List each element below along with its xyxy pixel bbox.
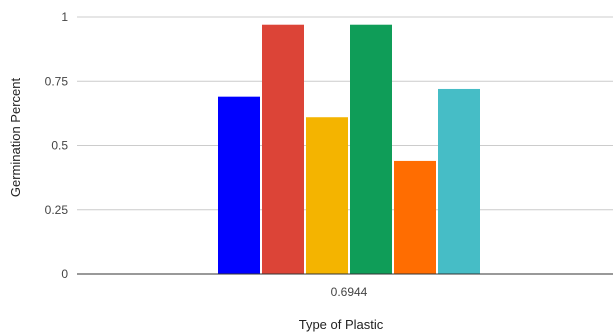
bar <box>438 88 480 275</box>
y-tick-label: 0.75 <box>45 74 69 88</box>
bar <box>262 24 304 275</box>
bar <box>218 96 260 274</box>
y-axis-tick-labels: 0 0.25 0.5 0.75 1 <box>45 10 69 281</box>
bars <box>218 24 480 275</box>
bar <box>350 24 392 275</box>
y-axis-title: Germination Percent <box>8 78 23 198</box>
y-tick-label: 0.5 <box>51 139 68 153</box>
x-axis-title: Type of Plastic <box>299 317 384 332</box>
bar <box>306 117 348 274</box>
bar <box>394 160 436 274</box>
y-tick-label: 0 <box>61 267 68 281</box>
x-category-label: 0.6944 <box>331 285 368 299</box>
y-tick-label: 1 <box>61 10 68 24</box>
y-tick-label: 0.25 <box>45 203 69 217</box>
